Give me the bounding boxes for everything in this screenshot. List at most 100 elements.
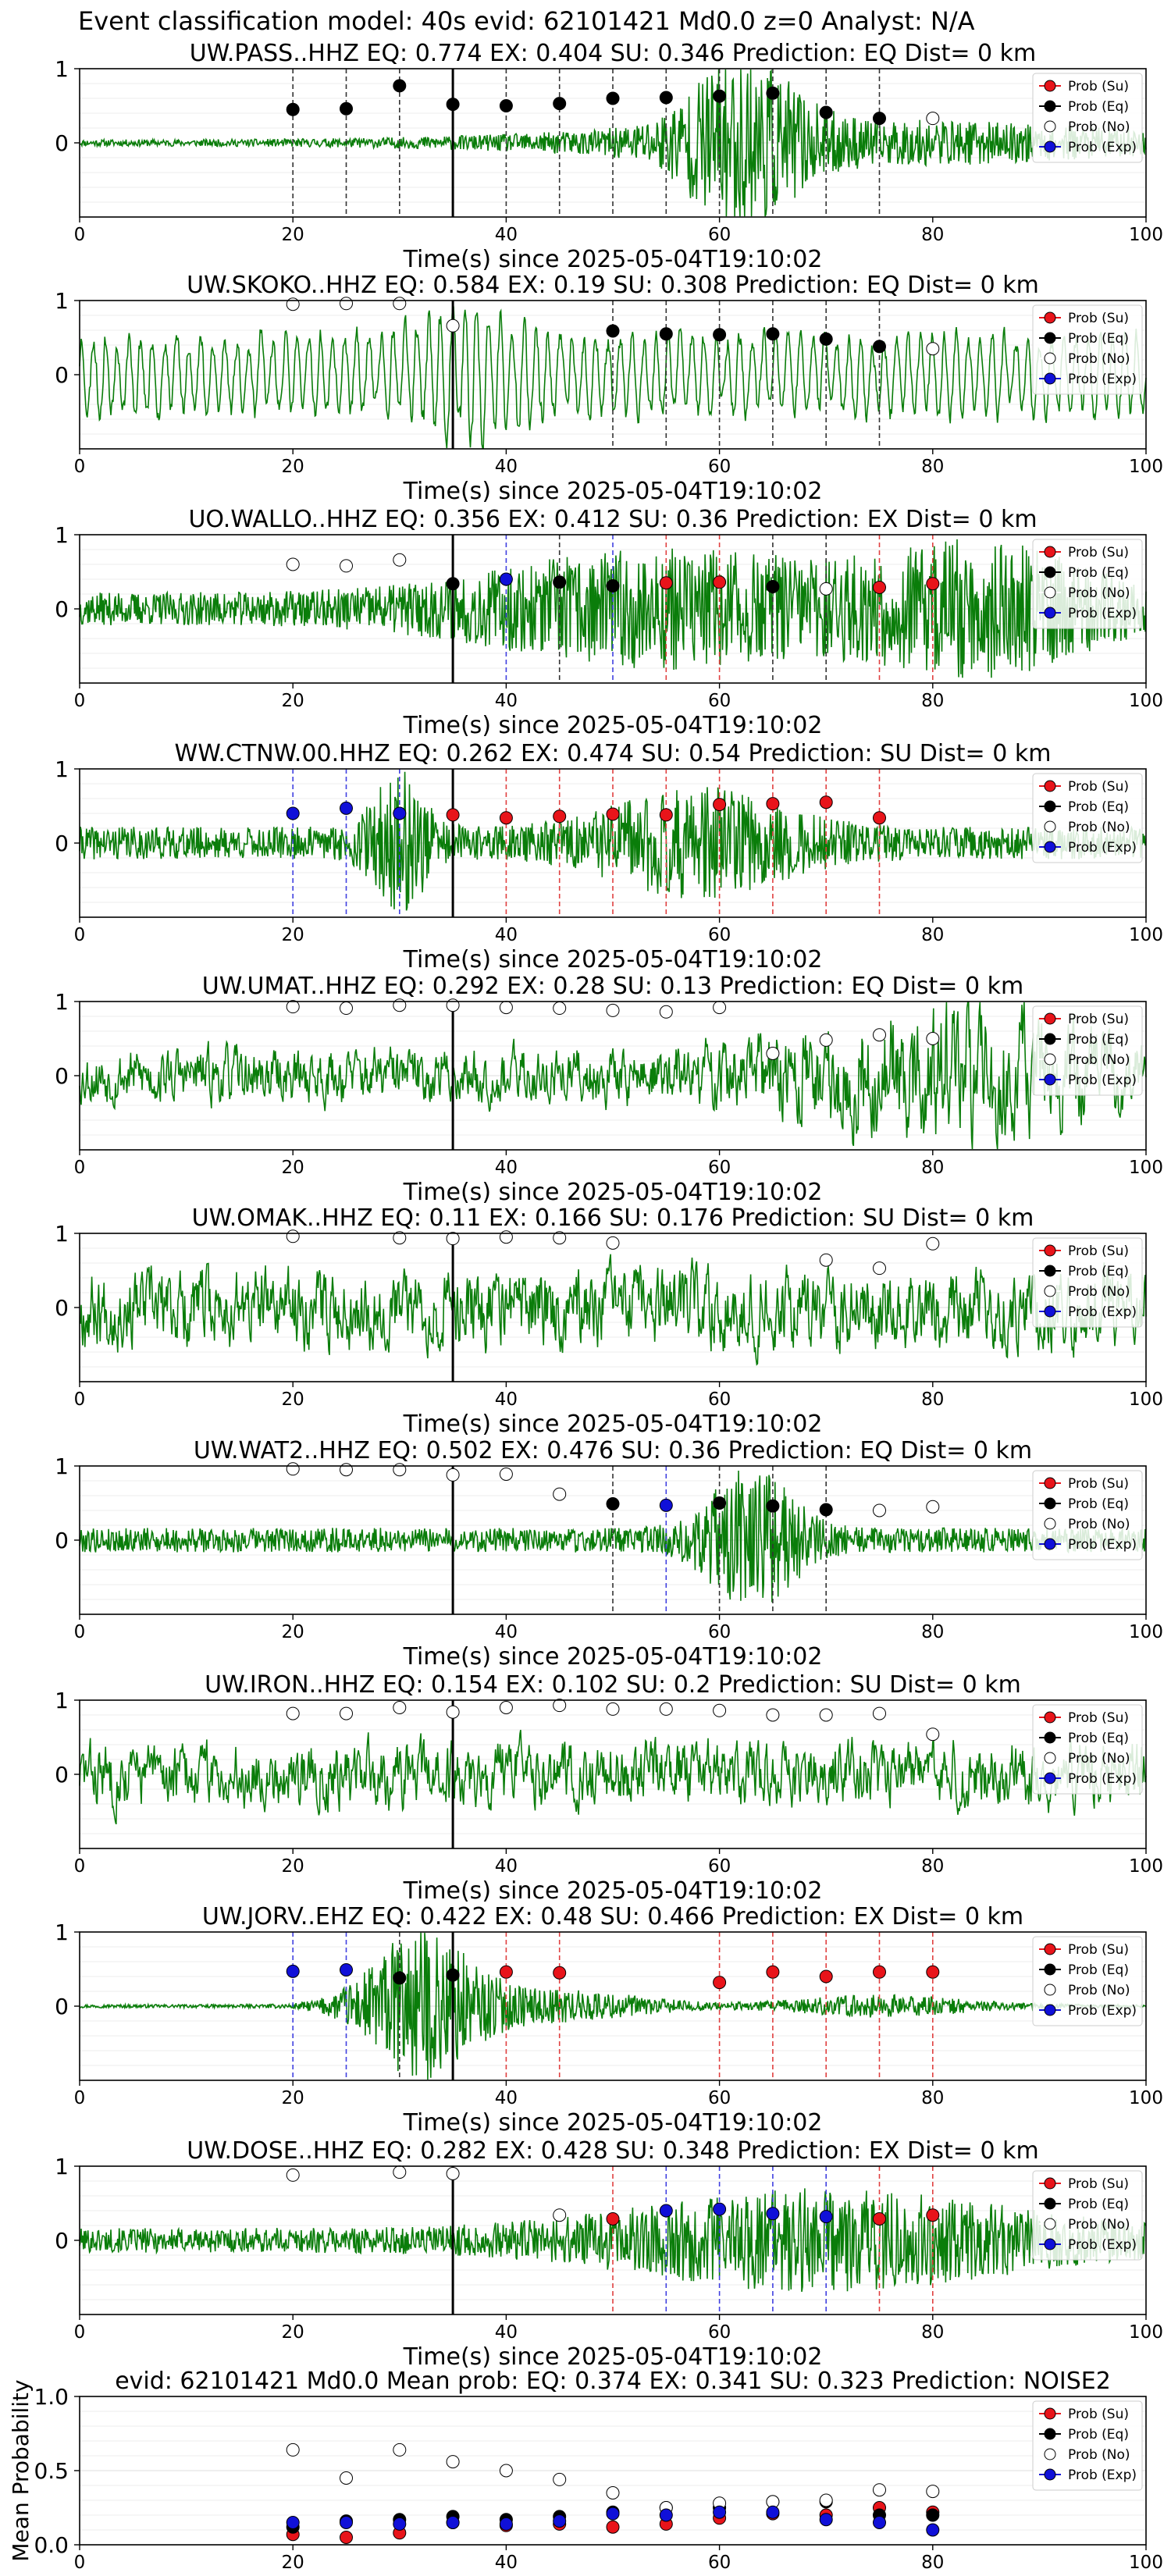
- x-tick-label: 80: [921, 1622, 944, 1642]
- waveform-trace: [79, 539, 1147, 678]
- waveform-trace: [79, 1470, 1147, 1603]
- prob-point-no: [926, 1032, 940, 1045]
- x-tick-label: 100: [1129, 1622, 1163, 1642]
- x-tick-label: 100: [1129, 2553, 1163, 2573]
- x-tick-label: 80: [921, 1856, 944, 1877]
- waveform-trace: [79, 1002, 1147, 1150]
- prob-point-eq: [446, 1968, 460, 1982]
- prob-point-exp: [766, 2207, 780, 2221]
- mean-prob-point-exp: [286, 2516, 300, 2529]
- legend-marker: [1044, 2197, 1056, 2210]
- y-tick-label: 1: [55, 1221, 69, 1247]
- prob-point-no: [926, 112, 940, 126]
- prob-point-no: [766, 1708, 780, 1722]
- legend-label: Prob (Eq): [1068, 1264, 1129, 1279]
- y-tick-label: 1: [55, 56, 69, 82]
- chart-panel-11: evid: 62101421 Md0.0 Mean prob: EQ: 0.37…: [8, 2368, 1163, 2573]
- y-tick-label: 0: [55, 130, 69, 156]
- prob-point-no: [286, 297, 300, 311]
- prob-point-exp: [659, 2204, 673, 2218]
- legend-marker: [1044, 1731, 1056, 1744]
- legend-label: Prob (Su): [1068, 1012, 1129, 1027]
- legend-marker: [1044, 1711, 1056, 1724]
- prob-point-no: [393, 2165, 407, 2179]
- prob-point-no: [873, 1261, 886, 1276]
- x-tick-label: 0: [74, 2088, 86, 2108]
- x-tick-label: 60: [708, 925, 731, 945]
- legend-marker: [1044, 332, 1056, 344]
- legend-marker: [1044, 1963, 1056, 1976]
- legend-marker: [1044, 2448, 1056, 2460]
- prob-point-no: [873, 1028, 886, 1042]
- x-tick-label: 40: [495, 225, 518, 245]
- prob-point-no: [819, 1033, 833, 1047]
- legend-marker: [1044, 2177, 1056, 2190]
- x-tick-label: 80: [921, 691, 944, 711]
- x-tick-label: 80: [921, 1389, 944, 1410]
- x-tick-label: 0: [74, 2322, 86, 2343]
- x-tick-label: 40: [495, 457, 518, 477]
- x-tick-label: 40: [495, 925, 518, 945]
- prob-point-no: [393, 1463, 407, 1477]
- prob-point-no: [553, 1231, 567, 1245]
- legend-marker: [1044, 2004, 1056, 2016]
- y-tick-label: 0: [55, 2228, 69, 2254]
- y-tick-label: 0: [55, 1762, 69, 1788]
- x-tick-label: 60: [708, 225, 731, 245]
- legend-box: [1032, 1936, 1143, 2026]
- legend-label: Prob (Eq): [1068, 1962, 1129, 1978]
- y-tick-label: 1: [55, 288, 69, 314]
- legend-marker: [1044, 1265, 1056, 1277]
- prob-point-eq: [766, 580, 780, 593]
- legend-marker: [1044, 2428, 1056, 2440]
- prob-point-exp: [286, 806, 300, 820]
- x-tick-label: 0: [74, 2553, 86, 2573]
- mean-prob-point-no: [393, 2443, 407, 2457]
- x-tick-label: 40: [495, 1389, 518, 1410]
- prob-point-exp: [819, 2210, 833, 2224]
- legend-marker: [1044, 372, 1056, 385]
- mean-prob-point-eq: [926, 2508, 940, 2522]
- x-tick-label: 60: [708, 1158, 731, 1178]
- mean-prob-point-no: [873, 2483, 886, 2497]
- chart-title: UW.IRON..HHZ EQ: 0.154 EX: 0.102 SU: 0.2…: [205, 1671, 1021, 1699]
- prob-point-no: [393, 553, 407, 567]
- prob-point-su: [766, 797, 780, 811]
- y-tick-label: 1: [55, 1920, 69, 1945]
- mean-prob-point-no: [926, 2485, 940, 2499]
- chart-title: UW.DOSE..HHZ EQ: 0.282 EX: 0.428 SU: 0.3…: [187, 2137, 1038, 2165]
- waveform-trace: [79, 1254, 1147, 1366]
- waveform-trace: [79, 1729, 1147, 1825]
- prob-point-no: [393, 1701, 407, 1714]
- prob-point-eq: [659, 91, 673, 105]
- legend-marker: [1044, 1477, 1056, 1489]
- y-tick-label: 1: [55, 1688, 69, 1713]
- legend-label: Prob (Su): [1068, 1476, 1129, 1492]
- prob-point-eq: [713, 1496, 727, 1510]
- x-tick-label: 80: [921, 225, 944, 245]
- legend-box: [1032, 1470, 1143, 1560]
- x-axis-label: Time(s) since 2025-05-04T19:10:02: [403, 712, 823, 739]
- prob-point-no: [340, 1002, 353, 1016]
- x-axis-label: Time(s) since 2025-05-04T19:10:02: [403, 1877, 823, 1905]
- prob-point-su: [713, 1976, 727, 1990]
- chart-title: UW.PASS..HHZ EQ: 0.774 EX: 0.404 SU: 0.3…: [190, 40, 1037, 67]
- prob-point-su: [553, 809, 567, 824]
- prob-point-eq: [713, 89, 727, 103]
- legend-marker: [1044, 1772, 1056, 1784]
- legend-label: Prob (No): [1068, 119, 1130, 135]
- prob-point-eq: [766, 86, 780, 100]
- legend-label: Prob (Exp): [1068, 840, 1137, 856]
- y-tick-label: 1: [55, 2154, 69, 2179]
- chart-title: UW.JORV..EHZ EQ: 0.422 EX: 0.48 SU: 0.46…: [202, 1903, 1023, 1930]
- chart-panel-9: UW.JORV..EHZ EQ: 0.422 EX: 0.48 SU: 0.46…: [55, 1903, 1163, 2137]
- waveform-trace: [79, 1932, 1147, 2080]
- prob-point-su: [713, 798, 727, 812]
- prob-point-no: [340, 559, 353, 573]
- prob-point-no: [499, 1001, 513, 1015]
- prob-point-eq: [393, 1971, 407, 1985]
- legend-label: Prob (Eq): [1068, 1032, 1129, 1048]
- prob-point-no: [713, 1001, 727, 1015]
- y-tick-label: 1.0: [34, 2384, 69, 2410]
- x-tick-label: 40: [495, 2088, 518, 2108]
